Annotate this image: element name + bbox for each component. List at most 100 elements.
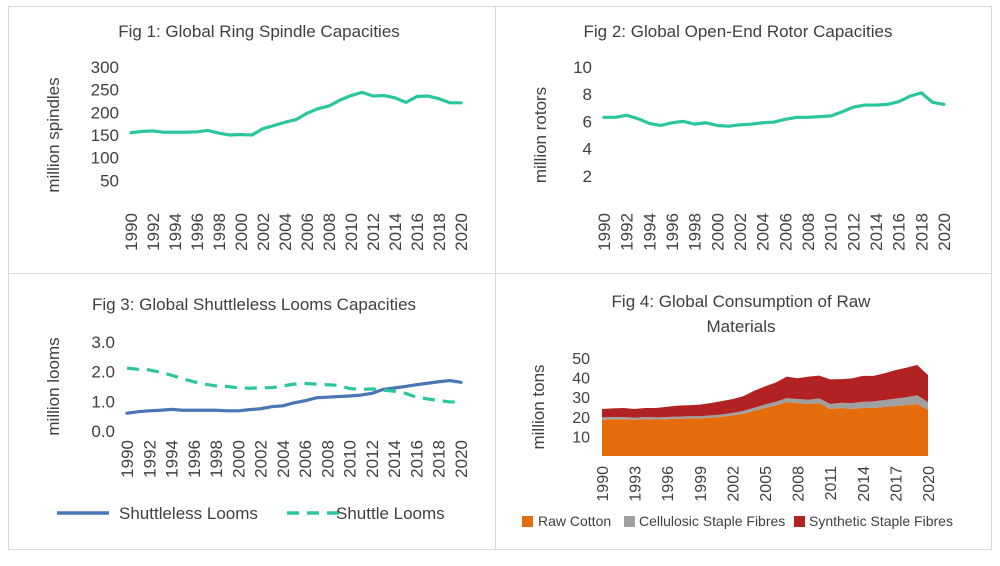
y-tick-label: 100 (91, 149, 119, 168)
x-tick-label: 2002 (731, 213, 750, 251)
x-tick-label: 1992 (618, 213, 637, 251)
y-tick-label: 10 (572, 429, 590, 446)
x-tick-label: 2000 (232, 213, 251, 251)
chart-title-line: Materials (707, 317, 776, 336)
chart-fig4-svg: Fig 4: Global Consumption of Raw Material… (522, 292, 953, 529)
x-tick-label: 2004 (754, 213, 773, 251)
x-tick-label: 1996 (663, 213, 682, 251)
x-tick-label: 2014 (385, 440, 404, 478)
y-tick-label: 6 (583, 112, 592, 131)
x-tick-label: 1992 (144, 213, 163, 251)
chart-panel-fig3: Fig 3: Global Shuttleless Looms Capaciti… (8, 273, 496, 550)
x-tick-label: 1990 (595, 213, 614, 251)
y-tick-label: 3.0 (91, 333, 115, 352)
y-tick-label: 30 (572, 390, 590, 407)
x-tick-label: 2010 (342, 213, 361, 251)
x-tick-label: 2014 (386, 213, 405, 251)
legend-label: Shuttle Looms (336, 504, 445, 523)
legend-label: Shuttleless Looms (119, 504, 258, 523)
chart-fig2-svg: Fig 2: Global Open-End Rotor Capacities m… (531, 22, 954, 251)
x-tick-label: 2006 (298, 213, 317, 251)
x-tick-label: 1998 (210, 213, 229, 251)
x-tick-label: 2010 (341, 440, 360, 478)
x-tick-label: 2008 (318, 440, 337, 478)
x-tick-label: 2008 (320, 213, 339, 251)
chart-title-line: Fig 4: Global Consumption of Raw (612, 292, 872, 311)
legend-swatch (522, 516, 533, 527)
y-tick-label: 20 (572, 410, 590, 427)
y-axis-label: million rotors (531, 87, 550, 183)
y-tick-label: 0.0 (91, 422, 115, 441)
chart-title: Fig 1: Global Ring Spindle Capacities (118, 22, 400, 41)
x-tick-label: 2014 (867, 213, 886, 251)
y-tick-label: 300 (91, 58, 119, 77)
area-series-synthetic-staple-fibres (602, 364, 928, 418)
y-tick-label: 150 (91, 126, 119, 145)
x-tick-label: 2011 (823, 466, 840, 501)
x-tick-label: 2006 (776, 213, 795, 251)
line-series-0 (129, 90, 463, 137)
area-series-raw-cotton (602, 402, 928, 456)
x-tick-label: 1998 (207, 440, 226, 478)
y-tick-label: 2 (583, 167, 592, 186)
x-tick-label: 1996 (185, 440, 204, 478)
x-tick-label: 2002 (252, 440, 271, 478)
x-tick-label: 2002 (725, 466, 742, 502)
line-series-shuttleless-looms (125, 378, 463, 415)
x-tick-label: 2008 (799, 213, 818, 251)
y-axis-label: million looms (44, 337, 63, 435)
y-tick-label: 50 (100, 171, 119, 190)
y-tick-label: 8 (583, 85, 592, 104)
y-tick-label: 10 (573, 58, 592, 77)
x-tick-label: 1994 (163, 440, 182, 478)
x-tick-label: 2006 (296, 440, 315, 478)
line-series-0 (602, 91, 946, 128)
x-tick-label: 2017 (888, 466, 905, 502)
legend-swatch (624, 516, 635, 527)
chart-fig1-svg: Fig 1: Global Ring Spindle Capacities mil… (44, 22, 471, 251)
chart-title: Fig 3: Global Shuttleless Looms Capaciti… (92, 295, 416, 314)
chart-panel-fig4: Fig 4: Global Consumption of Raw Material… (495, 273, 992, 550)
x-tick-label: 2012 (364, 213, 383, 251)
chart-panel-fig2: Fig 2: Global Open-End Rotor Capacities m… (495, 6, 992, 274)
legend-swatch (794, 516, 805, 527)
y-tick-label: 250 (91, 81, 119, 100)
x-tick-label: 2020 (452, 213, 471, 251)
x-tick-label: 2010 (822, 213, 841, 251)
x-tick-label: 2002 (254, 213, 273, 251)
y-tick-label: 200 (91, 103, 119, 122)
y-axis-label: million tons (529, 364, 548, 449)
x-tick-label: 1990 (595, 466, 612, 502)
legend-label: Raw Cotton (538, 513, 611, 529)
y-tick-label: 1.0 (91, 392, 115, 411)
x-tick-label: 2005 (758, 466, 775, 502)
chart-fig3-svg: Fig 3: Global Shuttleless Looms Capaciti… (44, 295, 471, 523)
x-tick-label: 1993 (628, 466, 645, 502)
x-tick-label: 2016 (408, 213, 427, 251)
x-tick-label: 2012 (363, 440, 382, 478)
line-series-shuttle-looms (126, 366, 461, 404)
area-series-cellulosic-staple-fibres (602, 395, 928, 420)
x-tick-label: 1998 (686, 213, 705, 251)
x-tick-label: 2000 (229, 440, 248, 478)
x-tick-label: 1990 (118, 440, 137, 478)
legend-label: Cellulosic Staple Fibres (639, 513, 785, 529)
x-tick-label: 2014 (856, 466, 873, 502)
chart-panel-fig1: Fig 1: Global Ring Spindle Capacities mil… (8, 6, 496, 274)
y-tick-label: 4 (583, 140, 592, 159)
x-tick-label: 2012 (844, 213, 863, 251)
x-tick-label: 2008 (791, 466, 808, 502)
legend-label: Synthetic Staple Fibres (809, 513, 953, 529)
y-tick-label: 2.0 (91, 363, 115, 382)
x-tick-label: 2004 (276, 213, 295, 251)
x-tick-label: 1994 (640, 213, 659, 251)
x-tick-label: 1994 (166, 213, 185, 251)
x-tick-label: 2018 (912, 213, 931, 251)
chart-title: Fig 2: Global Open-End Rotor Capacities (584, 22, 893, 41)
x-tick-label: 2020 (921, 466, 938, 502)
y-tick-label: 40 (572, 371, 590, 388)
x-tick-label: 1996 (188, 213, 207, 251)
x-tick-label: 1996 (660, 466, 677, 502)
x-tick-label: 1992 (140, 440, 159, 478)
y-tick-label: 50 (572, 351, 590, 368)
